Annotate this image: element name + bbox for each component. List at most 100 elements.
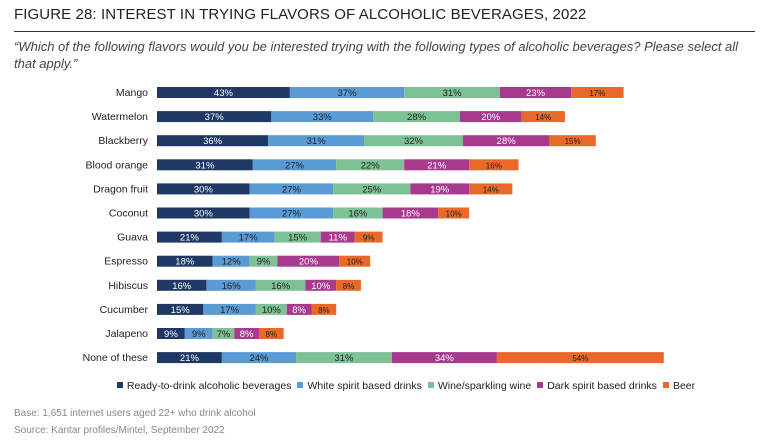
bar-segment: [571, 87, 624, 98]
bar-segment: [157, 328, 185, 339]
legend-swatch: [662, 382, 669, 388]
data-label: 16%: [222, 281, 242, 292]
bar-segment: [333, 207, 383, 219]
data-label: 32%: [404, 136, 424, 147]
legend-label: Ready-to-drink alcoholic beverages: [126, 380, 292, 392]
data-label: 8%: [318, 306, 330, 315]
survey-question: “Which of the following flavors would yo…: [14, 39, 739, 71]
data-label: 9%: [363, 234, 375, 243]
data-label: 43%: [214, 88, 234, 99]
bar-segment: [459, 111, 522, 123]
bar-segment: [410, 183, 470, 195]
data-label: 7%: [217, 329, 231, 340]
bar-segment: [336, 279, 361, 291]
bar-segment: [333, 183, 411, 195]
legend-item: Beer: [662, 380, 695, 392]
legend-swatch: [427, 382, 434, 388]
data-label: 21%: [180, 233, 200, 244]
bar-segment: [364, 135, 463, 147]
bar-segment: [184, 328, 213, 339]
bar-segment: [212, 328, 235, 339]
data-label: 17%: [220, 305, 240, 316]
category-label: None of these: [83, 352, 149, 364]
bar-segment: [157, 159, 253, 171]
bar-segment: [289, 87, 405, 98]
data-label: 16%: [348, 209, 368, 220]
data-label: 9%: [192, 329, 206, 340]
data-label: 15%: [171, 305, 191, 316]
bar-segment: [404, 87, 500, 98]
data-label: 37%: [338, 88, 358, 99]
data-label: 21%: [427, 160, 447, 171]
bar-segment: [469, 159, 519, 171]
category-label: Hibiscus: [108, 280, 148, 292]
legend-item: Dark spirit based drinks: [537, 380, 657, 392]
data-label: 34%: [435, 353, 455, 364]
data-label: 17%: [239, 233, 259, 244]
data-label: 21%: [180, 353, 200, 364]
bar-segment: [258, 328, 284, 339]
bar-segment: [496, 352, 664, 364]
data-label: 8%: [266, 330, 278, 339]
bar-segment: [305, 279, 337, 291]
data-label: 9%: [164, 329, 178, 340]
data-label: 31%: [195, 160, 215, 171]
bar-segment: [206, 279, 256, 291]
data-label: 10%: [347, 258, 363, 267]
data-label: 22%: [361, 160, 381, 171]
data-label: 36%: [203, 136, 223, 147]
stacked-bar-chart: Mango 43% 37% 31% 23% 17% Watermelon 37% 33% 28% 2…: [83, 87, 664, 364]
data-label: 14%: [483, 185, 499, 194]
data-label: 8%: [343, 282, 355, 291]
bar-segment: [354, 231, 383, 243]
category-label: Guava: [117, 232, 148, 244]
data-label: 28%: [497, 136, 517, 147]
bar-segment: [252, 159, 337, 171]
data-label: 23%: [526, 88, 546, 99]
bar-segment: [382, 207, 439, 219]
data-label: 15%: [288, 233, 308, 244]
category-label: Mango: [116, 87, 148, 99]
data-label: 37%: [205, 112, 225, 123]
category-label: Dragon fruit: [93, 183, 148, 195]
bar-segment: [157, 207, 250, 219]
bar-segment: [277, 255, 340, 267]
data-label: 31%: [334, 353, 354, 364]
bar-segment: [212, 255, 250, 267]
category-label: Blackberry: [98, 135, 148, 147]
bar-segment: [221, 352, 297, 364]
category-label: Coconut: [109, 208, 148, 220]
data-label: 17%: [589, 89, 605, 98]
data-label: 9%: [257, 257, 271, 268]
bar-segment: [373, 111, 460, 123]
bar-segment: [286, 303, 312, 315]
data-label: 31%: [307, 136, 327, 147]
figure-title: FIGURE 28: INTEREST IN TRYING FLAVORS OF…: [14, 6, 587, 23]
data-label: 25%: [362, 184, 382, 195]
bar-segment: [311, 303, 337, 315]
bar-segment: [268, 135, 365, 147]
bar-segment: [499, 87, 572, 98]
bar-segment: [274, 231, 321, 243]
bar-segment: [296, 352, 392, 364]
data-label: 11%: [329, 233, 348, 244]
bar-segment: [339, 255, 371, 267]
data-label: 19%: [430, 184, 450, 195]
bar-segment: [157, 111, 272, 123]
data-label: 16%: [271, 281, 291, 292]
data-label: 27%: [282, 184, 302, 195]
bar-segment: [404, 159, 470, 171]
bar-segment: [249, 255, 278, 267]
data-label: 20%: [481, 112, 501, 123]
source-note: Source: Kantar profiles/Mintel, Septembe…: [14, 425, 225, 436]
legend: Ready-to-drink alcoholic beverages White …: [0, 380, 768, 392]
legend-label: Dark spirit based drinks: [547, 380, 657, 392]
legend-item: Wine/sparkling wine: [427, 380, 531, 392]
legend-swatch: [297, 382, 304, 388]
bar-segment: [255, 303, 287, 315]
data-label: 24%: [249, 353, 269, 364]
data-label: 18%: [401, 209, 421, 220]
bar-segment: [249, 183, 334, 195]
bar-segment: [438, 207, 470, 219]
title-divider: [14, 31, 755, 32]
